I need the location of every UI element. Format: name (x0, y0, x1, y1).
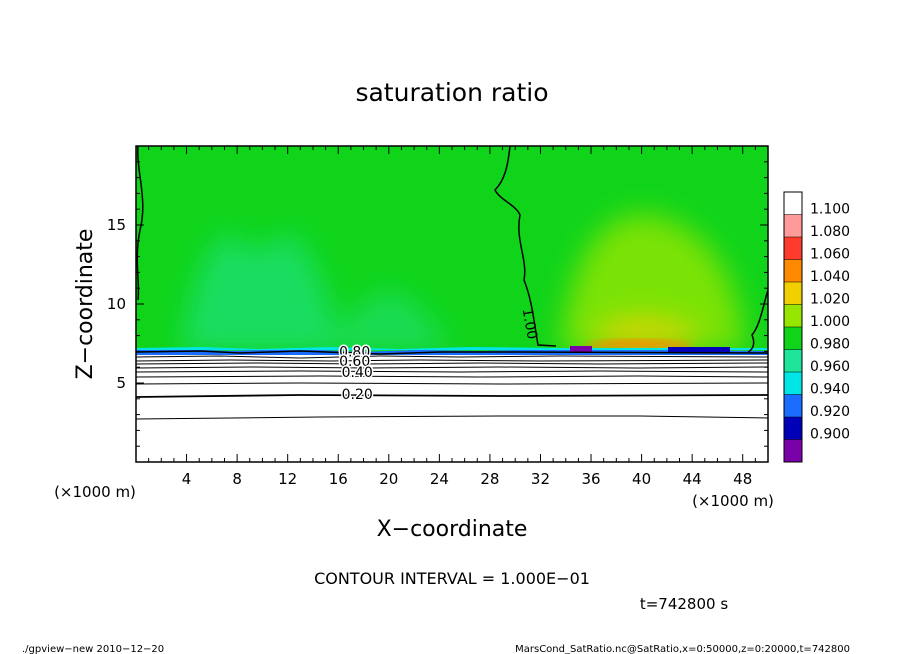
subsaturated-region (136, 355, 768, 462)
contour-label: 0.40 (342, 365, 373, 381)
contour-label: 0.20 (342, 387, 373, 403)
x-tick-label: 44 (683, 470, 702, 488)
colorbar-label: 1.060 (810, 247, 850, 263)
colorbar-label: 1.040 (810, 269, 850, 285)
colorbar-label: 0.900 (810, 427, 850, 443)
x-axis-unit-left: (×1000 m) (54, 483, 136, 501)
x-axis-label: X−coordinate (377, 517, 528, 542)
supersaturated-peak (585, 339, 690, 348)
y-tick-label: 5 (116, 374, 126, 392)
supersaturated-plume-right (560, 214, 745, 352)
colorbar-label: 0.980 (810, 337, 850, 353)
x-tick-label: 28 (480, 470, 499, 488)
contour-line-0.30 (136, 382, 768, 385)
colorbar-label: 0.940 (810, 382, 850, 398)
colorbar-label: 0.960 (810, 359, 850, 375)
x-axis-unit-right: (×1000 m) (692, 492, 774, 510)
colorbar-swatch (784, 214, 802, 238)
colorbar-swatch (784, 417, 802, 440)
contour-label: 1.00 (519, 307, 540, 340)
contour-line-1.00 (494, 146, 557, 347)
lighter-plume-mid (330, 290, 450, 352)
contour-line-0.60 (136, 366, 768, 369)
cloud-base-edge (136, 347, 768, 350)
contour-line-1.00 (747, 289, 768, 353)
contour-line-0.90 (136, 355, 768, 359)
contour-line-0.70 (136, 362, 768, 365)
colorbar-label: 0.920 (810, 404, 850, 420)
x-tick-label: 16 (329, 470, 348, 488)
contour-label: 0.80 (339, 344, 370, 360)
contour-line-1.00 (136, 146, 144, 301)
colorbar-swatch (784, 192, 802, 215)
x-tick-label: 36 (581, 470, 600, 488)
contour-label: 0.60 (339, 354, 370, 370)
x-tick-label: 24 (430, 470, 449, 488)
contour-lines (136, 146, 768, 420)
y-tick-label: 15 (107, 216, 126, 234)
y-axis-label: Z−coordinate (73, 229, 98, 380)
lighter-plume-left (180, 230, 340, 352)
contour-line-cloud-base (136, 350, 768, 355)
footer-left: ./gpview−new 2010−12−20 (22, 644, 164, 654)
time-label: t=742800 s (640, 595, 728, 613)
colorbar: 1.100 1.080 1.060 1.040 1.020 1.000 0.980 0.960… (783, 191, 850, 463)
contour-line-0.50 (136, 370, 768, 373)
colorbar-swatch (784, 349, 802, 373)
plot-area (136, 146, 768, 462)
contour-line-0.80 (136, 359, 768, 362)
colorbar-label: 1.020 (810, 292, 850, 308)
x-tick-label: 32 (531, 470, 550, 488)
x-tick-label: 20 (379, 470, 398, 488)
colorbar-swatch (784, 237, 802, 260)
colorbar-swatch (784, 282, 802, 305)
x-tick-label: 12 (278, 470, 297, 488)
colorbar-swatch (784, 439, 802, 463)
x-tick-label: 8 (232, 470, 242, 488)
y-tick-label: 10 (107, 295, 126, 313)
colorbar-swatch (784, 304, 802, 328)
contour-labels: 1.00 0.800.600.40 0.20 (338, 307, 540, 404)
contour-line-0.20 (136, 394, 768, 398)
colorbar-swatch (784, 259, 802, 283)
subsaturated-patch (668, 347, 730, 353)
colorbar-swatch (784, 394, 802, 418)
colorbar-swatch (784, 327, 802, 350)
y-axis: 5 10 15 (107, 161, 768, 447)
contour-interval-text: CONTOUR INTERVAL = 1.000E−01 (314, 569, 590, 588)
subsaturated-patch (570, 346, 592, 353)
contour-line-0.10 (136, 415, 768, 420)
x-tick-label: 40 (632, 470, 651, 488)
x-tick-label: 48 (733, 470, 752, 488)
contour-line-0.40 (136, 375, 768, 378)
colorbar-swatch (784, 372, 802, 395)
chart-title: saturation ratio (355, 78, 548, 107)
colorbar-label: 1.000 (810, 314, 850, 330)
footer-right: MarsCond_SatRatio.nc@SatRatio,x=0:50000,… (515, 644, 850, 654)
colorbar-label: 1.080 (810, 224, 850, 240)
x-axis: 4 8 12 16 20 24 28 32 36 40 44 48 (148, 146, 756, 488)
colorbar-label: 1.100 (810, 202, 850, 218)
x-tick-label: 4 (182, 470, 192, 488)
